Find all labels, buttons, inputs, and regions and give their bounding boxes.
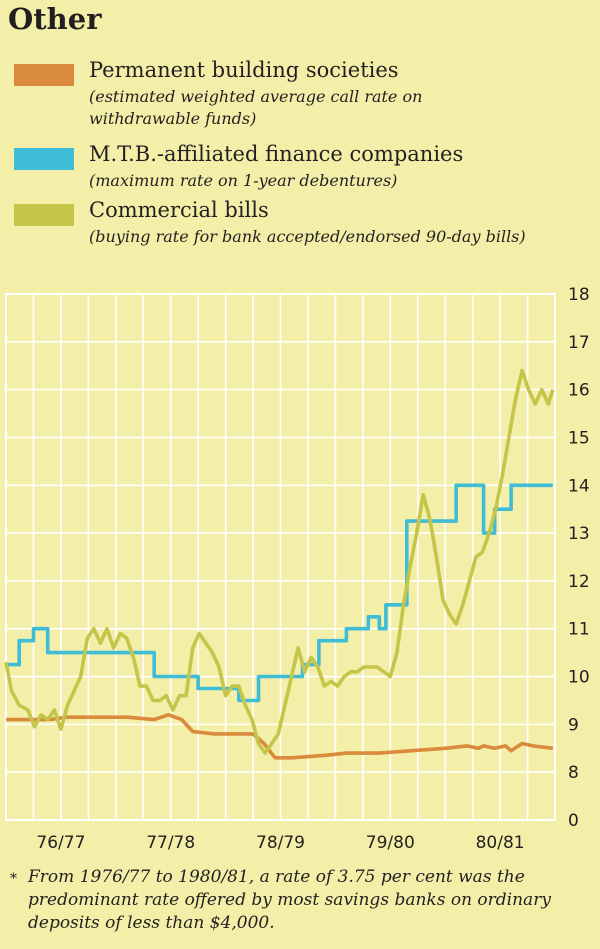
footnote-marker: *: [10, 871, 17, 887]
legend-swatch-commercial-bills: [14, 204, 74, 226]
series-line-m-t-b-affiliated-finance-companies: [6, 483, 553, 703]
x-tick-label: 79/80: [366, 833, 415, 853]
legend-swatch-finance-companies: [14, 148, 74, 170]
legend-label-commercial-bills: Commercial bills: [89, 198, 269, 222]
y-tick-label: 0: [568, 811, 579, 831]
chart-title: Other: [8, 2, 102, 36]
y-tick-label: 13: [568, 524, 590, 544]
y-tick-label: 8: [568, 763, 579, 783]
plot-border: [5, 293, 556, 821]
series-line-commercial-bills: [4, 368, 555, 755]
legend-note-building-societies: (estimated weighted average call rate on…: [89, 87, 423, 128]
y-tick-label: 11: [568, 620, 590, 640]
legend-swatch-building-societies: [14, 64, 74, 86]
legend-note-finance-companies: (maximum rate on 1-year debentures): [89, 171, 398, 190]
line-chart: 0 8 9 10 11 12 13 14 15 16 17 18 76/77 77/78 78/79 79/8…: [0, 286, 600, 856]
y-tick-label: 14: [568, 476, 590, 496]
legend-label-building-societies: Permanent building societies: [89, 58, 399, 82]
y-tick-label: 16: [568, 381, 590, 401]
grid: [5, 293, 556, 821]
y-tick-label: 9: [568, 715, 579, 735]
legend-note-commercial-bills: (buying rate for bank accepted/endorsed …: [89, 227, 526, 246]
y-tick-label: 15: [568, 428, 590, 448]
y-tick-label: 17: [568, 333, 590, 353]
series-lines: [4, 368, 555, 760]
x-tick-label: 80/81: [476, 833, 525, 853]
y-tick-label: 12: [568, 572, 590, 592]
legend-label-finance-companies: M.T.B.-affiliated finance companies: [89, 142, 464, 166]
series-line-permanent-building-societies: [6, 712, 554, 760]
y-tick-label: 10: [568, 668, 590, 688]
plot-background: [0, 286, 600, 856]
x-tick-label: 77/78: [146, 833, 195, 853]
y-tick-label: 18: [568, 286, 590, 305]
footnote-text: From 1976/77 to 1980/81, a rate of 3.75 …: [28, 867, 551, 933]
x-tick-label: 76/77: [36, 833, 85, 853]
x-tick-label: 78/79: [256, 833, 305, 853]
axes: 0 8 9 10 11 12 13 14 15 16 17 18 76/77 77/78 78/79 79/8…: [36, 286, 589, 853]
